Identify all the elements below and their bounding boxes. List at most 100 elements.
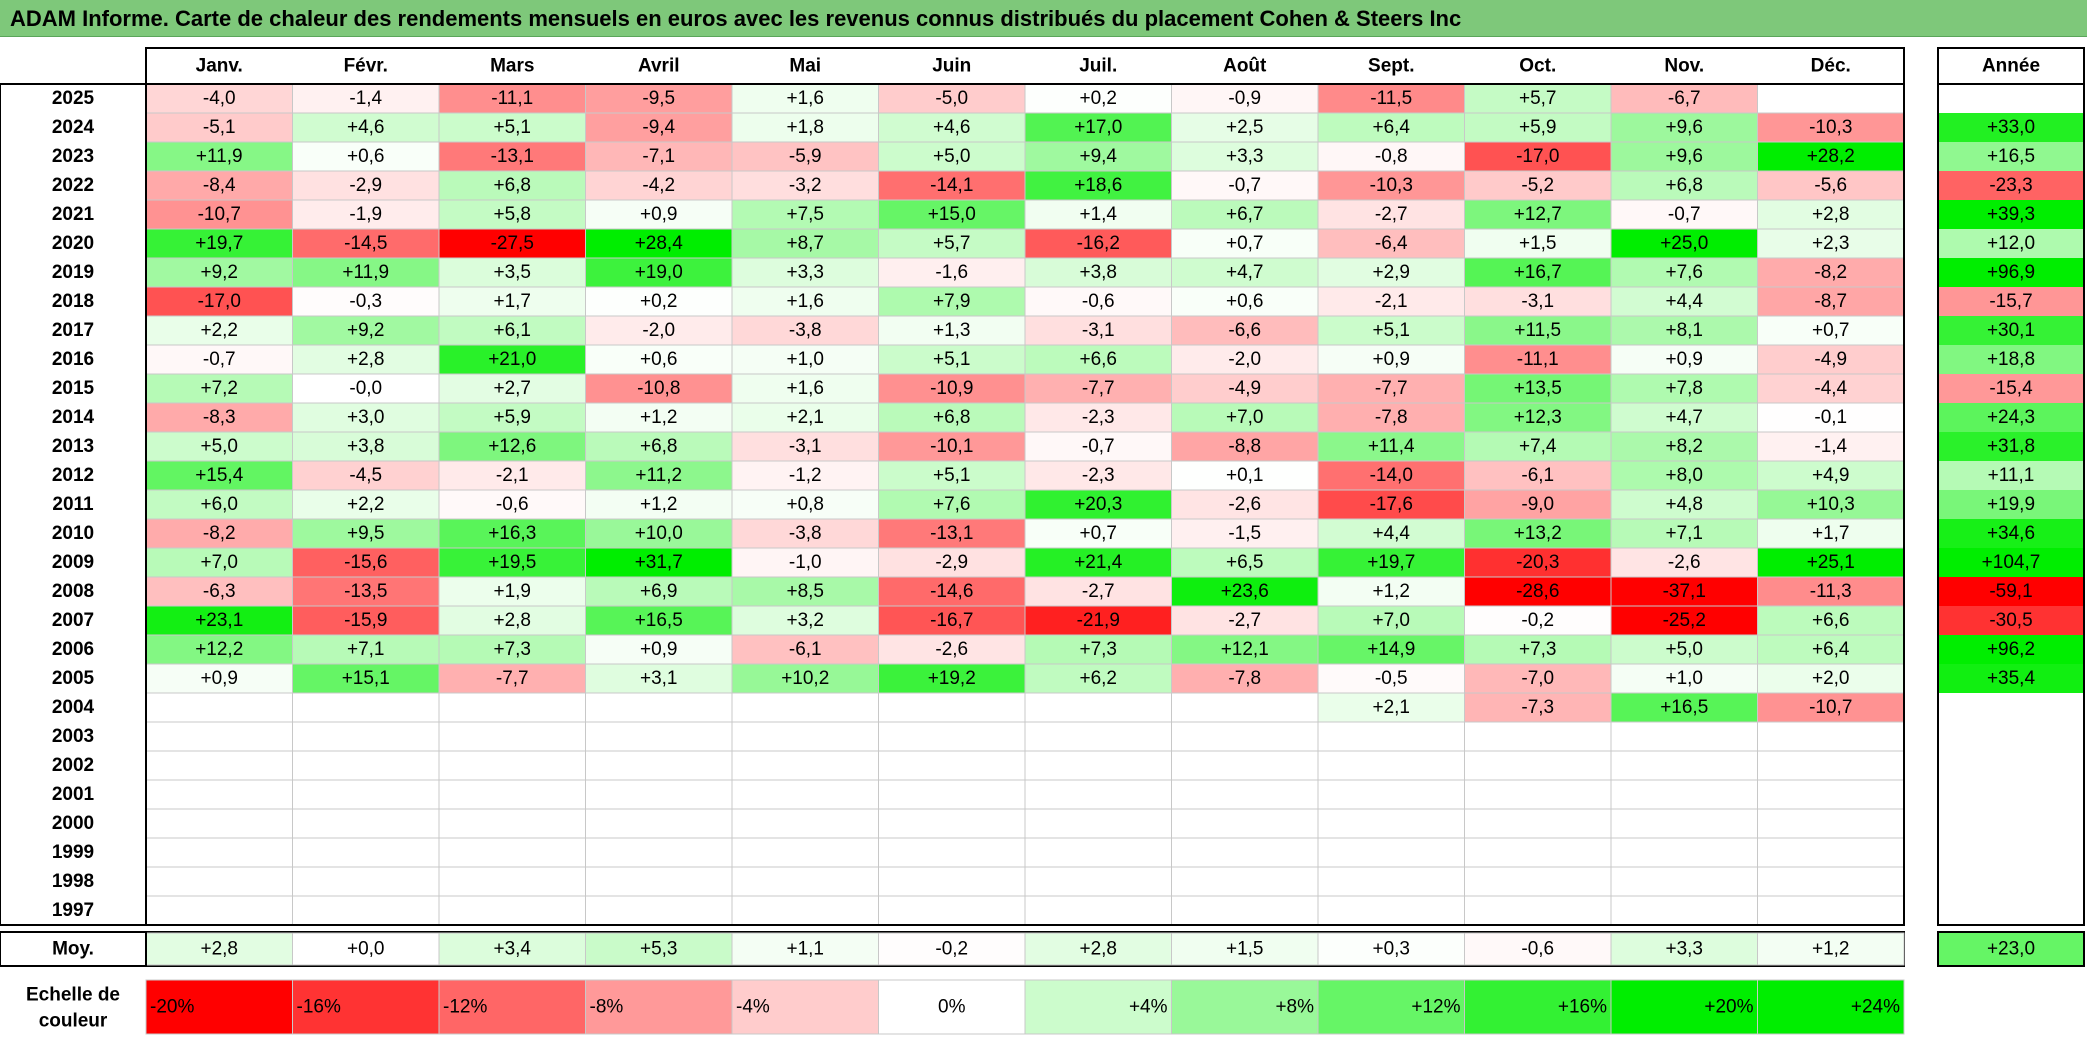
cell-value: -4,4 <box>1814 378 1847 399</box>
annual-cell <box>1938 316 2084 345</box>
scale-swatch <box>878 979 1026 1035</box>
heatmap-cell <box>1757 344 1905 375</box>
heatmap-cell <box>1610 315 1758 346</box>
year-label: 2005 <box>52 668 95 689</box>
cell-value: +0,7 <box>1079 523 1117 544</box>
heatmap-cell <box>292 837 440 868</box>
cell-value: +6,5 <box>1226 552 1264 573</box>
cell-value: +1,2 <box>1372 581 1410 602</box>
cell-value: +8,7 <box>786 233 824 254</box>
heatmap-cell <box>878 431 1026 462</box>
heatmap-cell <box>145 141 293 172</box>
cell-value: +5,9 <box>1519 117 1557 138</box>
scale-swatch <box>731 979 879 1035</box>
scale-value: -4% <box>736 997 770 1018</box>
heatmap-cell <box>585 228 733 259</box>
cell-value: -2,6 <box>1668 552 1701 573</box>
cell-value: +25,0 <box>1660 233 1708 254</box>
heatmap-cell <box>292 431 440 462</box>
cell-value: +0,9 <box>640 204 678 225</box>
cell-value: +1,5 <box>1519 233 1557 254</box>
month-header-row <box>145 47 1905 85</box>
cell-value: -3,1 <box>1521 291 1554 312</box>
cell-value: +8,1 <box>1665 320 1703 341</box>
cell-value: +0,9 <box>200 668 238 689</box>
heatmap-cell <box>1757 199 1905 230</box>
cell-value: -10,3 <box>1809 117 1852 138</box>
heatmap-cell <box>1317 344 1465 375</box>
heatmap-cell <box>1024 634 1172 665</box>
cell-value: +5,9 <box>493 407 531 428</box>
cell-value: +0,9 <box>1665 349 1703 370</box>
annual-value: +30,1 <box>1987 320 2035 341</box>
year-label: 2016 <box>52 349 94 370</box>
cell-value: -2,7 <box>1375 204 1408 225</box>
cell-value: -11,3 <box>1810 581 1852 602</box>
heatmap-cell <box>1171 692 1319 723</box>
cell-value: +5,0 <box>200 436 238 457</box>
heatmap-cell <box>585 837 733 868</box>
heatmap-cell <box>1610 228 1758 259</box>
annual-value: -15,7 <box>1989 291 2032 312</box>
heatmap-cell <box>1024 605 1172 636</box>
cell-value: +6,6 <box>1079 349 1117 370</box>
heatmap-cell <box>1171 257 1319 288</box>
cell-value: +3,0 <box>347 407 385 428</box>
cell-value: +18,6 <box>1074 175 1122 196</box>
scale-swatch <box>1317 979 1465 1035</box>
heatmap-cell <box>145 315 293 346</box>
heatmap-cell <box>731 112 879 143</box>
cell-value: +15,1 <box>342 668 390 689</box>
heatmap-cell <box>292 83 440 114</box>
cell-value: -20,3 <box>1516 552 1559 573</box>
cell-value: +5,1 <box>493 117 531 138</box>
heatmap-cell <box>585 808 733 839</box>
cell-value: -11,5 <box>1370 88 1412 109</box>
heatmap-cell <box>1464 605 1612 636</box>
average-annual-cell <box>1937 931 2085 967</box>
average-value: -0,6 <box>1521 939 1554 960</box>
heatmap-cell <box>1464 808 1612 839</box>
average-cell <box>1610 932 1758 966</box>
heatmap-cell <box>1610 605 1758 636</box>
heatmap-cell <box>292 257 440 288</box>
year-label: 2014 <box>52 407 95 428</box>
cell-value: -0,7 <box>1228 175 1261 196</box>
cell-value: -14,5 <box>344 233 387 254</box>
heatmap-cell <box>1610 460 1758 491</box>
heatmap-cell <box>292 170 440 201</box>
heatmap-cell <box>292 808 440 839</box>
cell-value: -7,3 <box>1521 697 1554 718</box>
cell-value: +12,1 <box>1221 639 1269 660</box>
cell-value: +1,7 <box>493 291 531 312</box>
heatmap-cell <box>1757 808 1905 839</box>
heatmap-cell <box>1317 286 1465 317</box>
heatmap-cell <box>1464 837 1612 868</box>
annual-cell <box>1938 519 2084 548</box>
heatmap-cell <box>1317 489 1465 520</box>
average-cell <box>1757 932 1905 966</box>
heatmap-cell <box>1024 170 1172 201</box>
cell-value: -1,4 <box>349 88 382 109</box>
cell-value: +19,7 <box>1367 552 1415 573</box>
heatmap-cell <box>438 228 586 259</box>
cell-value: +1,6 <box>786 291 824 312</box>
year-label: 2021 <box>52 204 95 225</box>
annual-value: +19,9 <box>1987 494 2035 515</box>
heatmap-cell <box>438 808 586 839</box>
month-header: Avril <box>638 56 680 77</box>
scale-value: 0% <box>938 997 966 1018</box>
heatmap-cell <box>1024 344 1172 375</box>
year-header-box <box>1937 47 2085 85</box>
heatmap-cell <box>1757 286 1905 317</box>
heatmap-cell <box>731 315 879 346</box>
heatmap-cell <box>1757 170 1905 201</box>
heatmap-cell <box>438 344 586 375</box>
cell-value: +23,6 <box>1221 581 1269 602</box>
cell-value: -0,1 <box>1814 407 1847 428</box>
heatmap-cell <box>585 112 733 143</box>
annual-cell <box>1938 142 2084 171</box>
heatmap-cell <box>292 605 440 636</box>
heatmap-cell <box>1610 170 1758 201</box>
scale-swatch <box>1171 979 1319 1035</box>
